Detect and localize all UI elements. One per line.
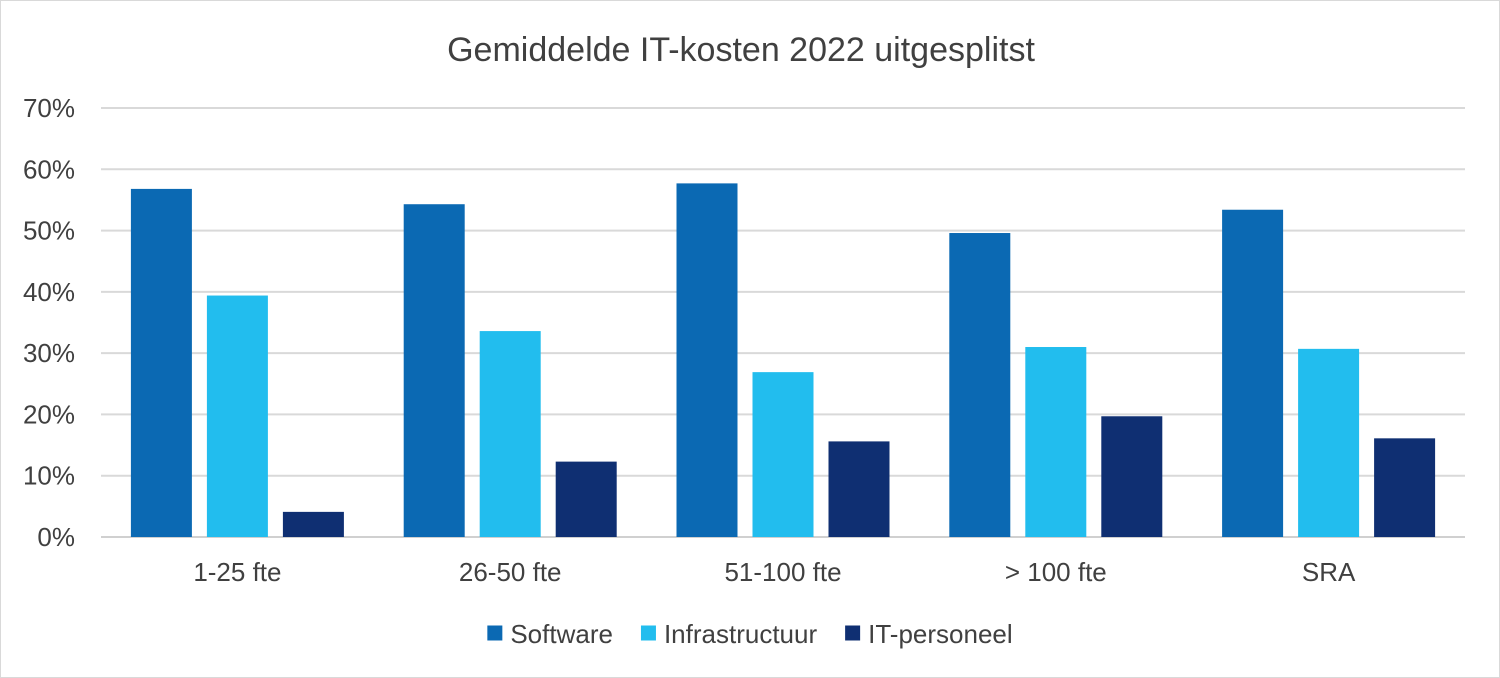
bar-it-personeel-4 [1374, 438, 1436, 537]
x-axis: 1-25 fte 26-50 fte 51-100 fte > 100 fte SRA [193, 557, 1356, 587]
bar-infrastructuur-2 [752, 372, 814, 537]
legend: Software Infrastructuur IT-personeel [487, 619, 1013, 649]
y-tick-label: 50% [23, 216, 75, 246]
y-tick-label: 60% [23, 154, 75, 184]
legend-swatch [845, 625, 861, 641]
x-tick-label: 51-100 fte [724, 557, 841, 587]
legend-label: IT-personeel [868, 619, 1013, 649]
legend-label: Software [510, 619, 613, 649]
legend-item-software: Software [487, 619, 613, 649]
x-tick-label: SRA [1302, 557, 1356, 587]
x-tick-label: > 100 fte [1005, 557, 1107, 587]
x-tick-label: 1-25 fte [193, 557, 281, 587]
bar-software-1 [403, 204, 465, 537]
bar-infrastructuur-1 [479, 331, 541, 537]
x-tick-label: 26-50 fte [459, 557, 562, 587]
y-tick-label: 30% [23, 338, 75, 368]
bar-software-0 [130, 188, 192, 537]
chart-title: Gemiddelde IT-kosten 2022 uitgesplitst [447, 31, 1035, 69]
bar-it-personeel-3 [1101, 416, 1163, 537]
bar-infrastructuur-3 [1025, 347, 1087, 537]
bar-it-personeel-1 [555, 461, 617, 537]
y-tick-label: 70% [23, 93, 75, 123]
legend-item-it-personeel: IT-personeel [845, 619, 1013, 649]
bar-infrastructuur-4 [1298, 348, 1360, 537]
bar-it-personeel-0 [282, 511, 344, 537]
legend-item-infrastructuur: Infrastructuur [640, 619, 818, 649]
legend-swatch [640, 625, 656, 641]
y-axis: 0% 10% 20% 30% 40% 50% 60% 70% [23, 93, 75, 552]
bar-infrastructuur-0 [206, 295, 268, 537]
y-tick-label: 20% [23, 399, 75, 429]
bar-it-personeel-2 [828, 441, 890, 537]
legend-label: Infrastructuur [664, 619, 818, 649]
y-tick-label: 10% [23, 461, 75, 491]
bar-software-2 [676, 183, 738, 538]
bar-software-4 [1222, 209, 1284, 537]
y-tick-label: 40% [23, 277, 75, 307]
bars [130, 183, 1436, 538]
bar-software-3 [949, 233, 1011, 537]
legend-swatch [487, 625, 503, 641]
y-tick-label: 0% [37, 522, 75, 552]
